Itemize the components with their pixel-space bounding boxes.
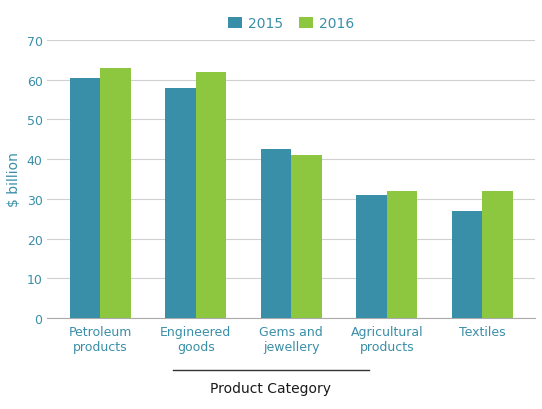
Bar [451,211,482,318]
Y-axis label: $ billion: $ billion [7,152,21,207]
Bar [196,73,226,318]
Bar [261,150,291,318]
Bar [291,156,322,318]
Text: Product Category: Product Category [210,381,332,395]
Bar [482,191,513,318]
Bar [165,88,196,318]
Bar [100,69,131,318]
Bar [69,79,100,318]
Bar [356,196,387,318]
Bar [387,191,417,318]
Legend: 2015, 2016: 2015, 2016 [223,12,360,37]
